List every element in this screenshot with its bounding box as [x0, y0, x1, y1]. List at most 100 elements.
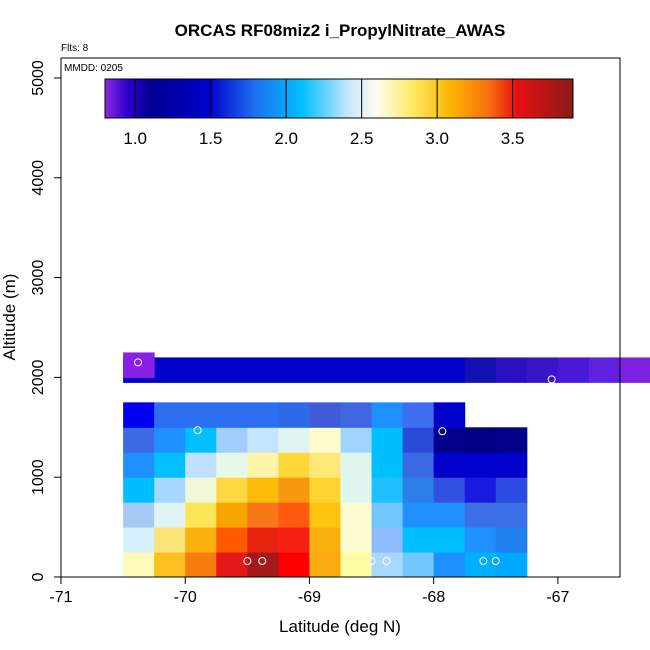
heatmap-cell — [495, 477, 528, 503]
flights-annotation: Flts: 8 — [61, 43, 89, 54]
heatmap-cell — [433, 502, 466, 528]
heatmap-cell — [402, 427, 435, 453]
x-axis-label: Latitude (deg N) — [279, 617, 401, 636]
plot-frame — [60, 57, 621, 578]
heatmap-cell — [402, 477, 435, 503]
sample-marker — [382, 557, 391, 566]
y-axis-label: Altitude (m) — [0, 274, 19, 361]
heatmap-cell — [464, 427, 497, 453]
sample-marker — [479, 557, 488, 566]
heatmap-cells — [123, 352, 650, 578]
heatmap-cell — [309, 427, 341, 453]
heatmap-cell — [340, 502, 373, 528]
heatmap-cell — [247, 402, 279, 428]
y-tick-label: 5000 — [30, 60, 47, 96]
heatmap-cell — [495, 527, 528, 553]
heatmap-cell — [495, 502, 528, 528]
colorbar-gradient — [104, 78, 574, 119]
heatmap-cell — [185, 552, 217, 578]
heatmap-cell — [278, 502, 310, 528]
sample-marker — [491, 557, 500, 566]
heatmap-cell — [464, 477, 497, 503]
heatmap-cell — [216, 527, 248, 553]
heatmap-cell — [216, 427, 248, 453]
heatmap-cell — [123, 427, 155, 453]
heatmap-cell — [433, 452, 466, 478]
colorbar-tick-label: 1.0 — [123, 129, 147, 148]
heatmap-cell — [464, 357, 497, 383]
heatmap-cell — [495, 452, 528, 478]
colorbar-tick-label: 1.5 — [199, 129, 223, 148]
heatmap-cell — [495, 552, 528, 578]
heatmap-cell — [185, 502, 217, 528]
heatmap-cell — [371, 427, 404, 453]
heatmap-cell — [185, 452, 217, 478]
heatmap-cell — [247, 502, 279, 528]
sample-marker — [134, 358, 143, 367]
x-tick-label: -70 — [174, 589, 197, 606]
date-annotation: MMDD: 0205 — [64, 63, 123, 74]
sample-marker — [367, 557, 376, 566]
colorbar-tick-label: 3.0 — [425, 129, 449, 148]
heatmap-cell — [464, 502, 497, 528]
colorbar-tick-label: 2.5 — [350, 129, 374, 148]
heatmap-cell — [185, 527, 217, 553]
heatmap-cell — [371, 527, 404, 553]
heatmap-cell — [154, 402, 186, 428]
heatmap-cell — [340, 402, 373, 428]
heatmap-cell — [433, 527, 466, 553]
heatmap-cell — [278, 527, 310, 553]
heatmap-cell — [123, 352, 155, 378]
x-tick-label: -71 — [49, 589, 72, 606]
heatmap-cell — [278, 427, 310, 453]
colorbar-tick-label: 2.0 — [274, 129, 298, 148]
heatmap-cell — [154, 477, 186, 503]
x-tick-label: -67 — [546, 589, 569, 606]
heatmap-cell — [216, 552, 248, 578]
heatmap-cell — [340, 452, 373, 478]
heatmap-cell — [123, 477, 155, 503]
heatmap-cell — [278, 402, 310, 428]
heatmap-cell — [309, 502, 341, 528]
sample-markers — [134, 358, 556, 566]
heatmap-cell — [402, 402, 435, 428]
heatmap-cell — [247, 427, 279, 453]
heatmap-cell — [526, 357, 559, 383]
heatmap-cell — [247, 527, 279, 553]
heatmap-cell — [154, 357, 186, 383]
heatmap-cell — [216, 502, 248, 528]
x-tick-label: -69 — [298, 589, 321, 606]
heatmap-cell — [340, 477, 373, 503]
heatmap-cell — [371, 357, 404, 383]
heatmap-cell — [340, 427, 373, 453]
sample-marker — [258, 557, 267, 566]
heatmap-cell — [123, 452, 155, 478]
y-axis: 0 1000 2000 3000 4000 5000 — [30, 60, 61, 581]
heatmap-cell — [402, 357, 435, 383]
heatmap-cell — [620, 357, 650, 383]
x-axis: -71 -70 -69 -68 -67 — [49, 577, 570, 606]
y-tick-label: 4000 — [30, 160, 47, 196]
heatmap-cell — [154, 502, 186, 528]
colorbar-tick-label: 3.5 — [501, 129, 525, 148]
heatmap-cell — [464, 452, 497, 478]
heatmap-cell — [123, 527, 155, 553]
heatmap-cell — [247, 477, 279, 503]
chart-title: ORCAS RF08miz2 i_PropylNitrate_AWAS — [175, 21, 506, 40]
heatmap-cell — [495, 357, 528, 383]
heatmap-cell — [154, 552, 186, 578]
sample-marker — [193, 426, 202, 435]
heatmap-cell — [371, 402, 404, 428]
colorbar-ticks: 1.0 1.5 2.0 2.5 3.0 3.5 — [123, 79, 524, 148]
heatmap-cell — [185, 477, 217, 503]
heatmap-cell — [433, 357, 466, 383]
heatmap-cell — [402, 527, 435, 553]
heatmap-cell — [340, 357, 373, 383]
heatmap-cell — [464, 552, 497, 578]
heatmap-cell — [309, 402, 341, 428]
heatmap-cell — [402, 552, 435, 578]
heatmap-cell — [278, 477, 310, 503]
heatmap-cell — [185, 402, 217, 428]
x-tick-label: -68 — [422, 589, 445, 606]
heatmap-cell — [216, 357, 248, 383]
